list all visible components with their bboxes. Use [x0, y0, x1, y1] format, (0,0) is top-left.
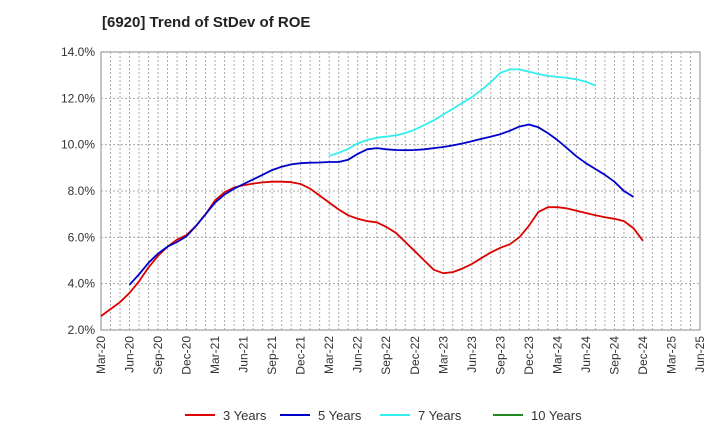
x-tick-label: Sep-23: [493, 336, 507, 375]
chart-title: [6920] Trend of StDev of ROE: [102, 14, 311, 31]
plot-frame: [100, 51, 701, 331]
x-tick-label: Mar-21: [208, 336, 222, 374]
x-tick-label: Dec-22: [408, 336, 422, 375]
x-tick-label: Mar-23: [436, 336, 450, 374]
x-tick-label: Jun-20: [123, 336, 137, 373]
x-tick-label: Mar-22: [322, 336, 336, 374]
x-tick-label: Dec-23: [522, 336, 536, 375]
legend-label-10-years: 10 Years: [531, 408, 582, 423]
x-tick-label: Dec-24: [636, 336, 650, 375]
y-tick-label: 8.0%: [68, 184, 96, 198]
series-line-7-years: [328, 68, 596, 157]
x-tick-label: Sep-24: [607, 336, 621, 375]
x-tick-label: Sep-22: [379, 336, 393, 375]
x-tick-label: Dec-20: [180, 336, 194, 375]
x-tick-label: Jun-23: [465, 336, 479, 373]
legend-label-3-years: 3 Years: [223, 408, 267, 423]
x-tick-label: Jun-24: [579, 336, 593, 373]
series-layer: [100, 68, 644, 317]
x-tick-label: Dec-21: [294, 336, 308, 375]
y-tick-label: 4.0%: [68, 277, 96, 291]
y-axis-ticks: 2.0% 4.0% 6.0% 8.0% 10.0% 12.0% 14.0%: [61, 45, 95, 337]
y-tick-label: 2.0%: [68, 323, 96, 337]
legend-label-7-years: 7 Years: [418, 408, 462, 423]
y-tick-label: 14.0%: [61, 45, 95, 59]
y-tick-label: 12.0%: [61, 91, 95, 105]
series-line-5-years: [128, 123, 634, 286]
x-tick-label: Jun-25: [693, 336, 707, 373]
x-tick-label: Mar-24: [550, 336, 564, 374]
legend: 3 Years 5 Years 7 Years 10 Years: [185, 408, 582, 423]
x-tick-label: Sep-20: [151, 336, 165, 375]
x-tick-label: Sep-21: [265, 336, 279, 375]
y-tick-label: 6.0%: [68, 230, 96, 244]
x-tick-label: Mar-25: [664, 336, 678, 374]
x-tick-label: Mar-20: [94, 336, 108, 374]
y-tick-label: 10.0%: [61, 138, 95, 152]
x-tick-label: Jun-21: [237, 336, 251, 373]
x-tick-label: Jun-22: [351, 336, 365, 373]
x-axis-ticks: Mar-20 Jun-20 Sep-20 Dec-20 Mar-21 Jun-21 Sep-…: [94, 336, 707, 375]
legend-label-5-years: 5 Years: [318, 408, 362, 423]
